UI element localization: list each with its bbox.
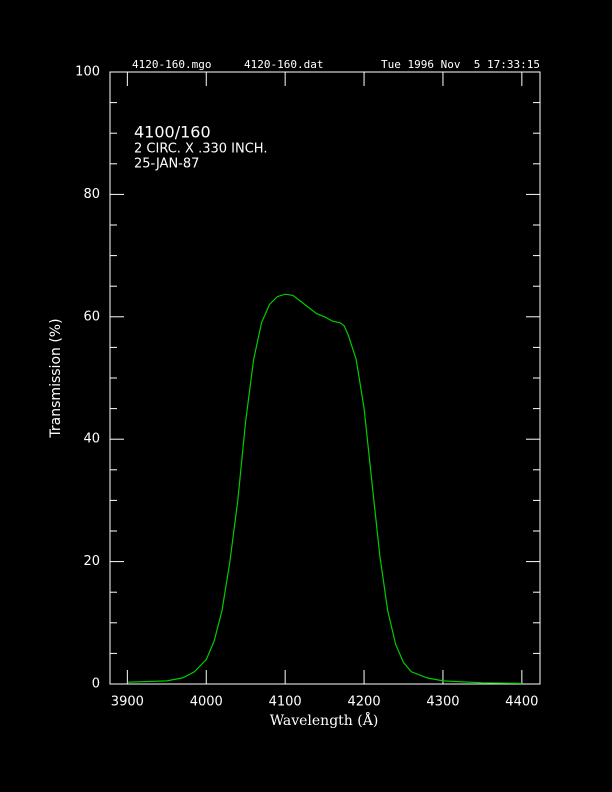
x-tick-label: 4400 — [505, 695, 538, 710]
header-data: 4120-160.dat — [244, 58, 323, 71]
x-tick-label: 3900 — [111, 695, 144, 710]
y-tick-label: 0 — [92, 677, 100, 692]
y-tick-label: 100 — [75, 65, 100, 80]
x-tick-label: 4300 — [426, 695, 459, 710]
x-axis-label: Wavelength (Å) — [270, 711, 379, 729]
y-tick-label: 60 — [83, 309, 100, 324]
annotation: 25-JAN-87 — [134, 157, 199, 172]
y-axis-label: Transmission (%) — [48, 318, 64, 438]
x-tick-label: 4100 — [269, 695, 302, 710]
header-file: 4120-160.mgo — [132, 58, 211, 71]
x-tick-label: 4000 — [190, 695, 223, 710]
x-tick-label: 4200 — [348, 695, 381, 710]
y-tick-label: 40 — [83, 432, 100, 447]
annotation-title: 4100/160 — [134, 123, 211, 142]
data-line — [127, 293, 522, 684]
y-tick-label: 20 — [83, 554, 100, 569]
header-date: Tue 1996 Nov 5 17:33:15 — [381, 58, 540, 71]
y-tick-label: 80 — [83, 187, 100, 202]
annotation: 2 CIRC. X .330 INCH. — [134, 142, 267, 157]
